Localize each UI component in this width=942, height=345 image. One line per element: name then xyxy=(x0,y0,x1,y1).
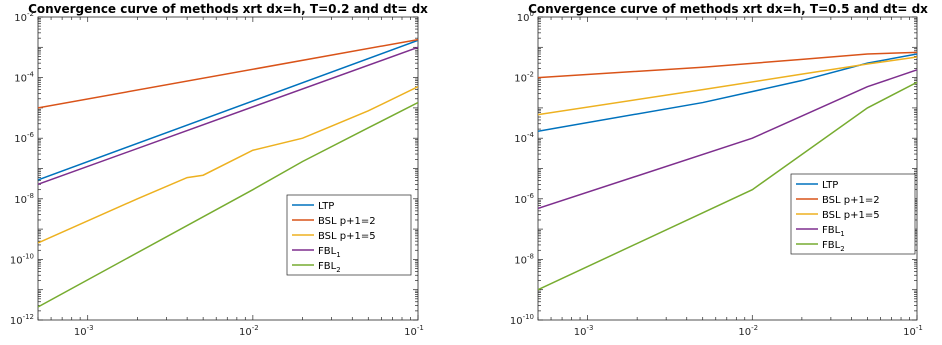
chart-panel-1: Convergence curve of methods xrt dx=h, T… xyxy=(10,2,428,338)
plot-area xyxy=(537,16,918,321)
y-tick-label: 10-4 xyxy=(14,71,34,85)
series-line-fbl2 xyxy=(538,81,917,291)
legend-entry: FBL1 xyxy=(318,246,341,259)
y-tick-label: 10-4 xyxy=(514,131,534,145)
legend-entry: FBL2 xyxy=(318,261,341,274)
series-line-fbl1 xyxy=(38,46,418,186)
x-tick-label: 10-1 xyxy=(404,324,424,338)
chart-panel-2: Convergence curve of methods xrt dx=h, T… xyxy=(510,2,928,338)
legend-entry: BSL p+1=2 xyxy=(822,195,880,206)
legend-entry: FBL1 xyxy=(822,225,845,238)
legend-entry: BSL p+1=5 xyxy=(318,231,376,242)
y-tick-label: 10-2 xyxy=(514,71,534,85)
series-line-ltp xyxy=(538,53,917,132)
y-tick-label: 100 xyxy=(517,10,534,24)
x-tick-label: 10-2 xyxy=(239,324,259,338)
x-tick-label: 10-1 xyxy=(903,324,923,338)
series-line-bsl-p-1-5 xyxy=(38,86,418,244)
x-tick-label: 10-3 xyxy=(74,324,94,338)
y-tick-label: 10-2 xyxy=(14,10,34,24)
y-tick-label: 10-6 xyxy=(14,131,34,145)
x-tick-label: 10-2 xyxy=(738,324,758,338)
legend: LTP BSL p+1=2 BSL p+1=5 FBL1 FBL2 xyxy=(790,173,916,255)
series-line-bsl-p-1-2 xyxy=(538,51,917,79)
series-line-bsl-p-1-5 xyxy=(538,56,917,116)
chart-title: Convergence curve of methods xrt dx=h, T… xyxy=(28,2,428,16)
series-line-ltp xyxy=(38,39,418,181)
series-line-bsl-p-1-2 xyxy=(38,38,418,109)
y-tick-label: 10-10 xyxy=(10,252,34,266)
legend-entry: LTP xyxy=(822,180,838,191)
y-tick-label: 10-8 xyxy=(14,192,34,206)
legend-entry: BSL p+1=5 xyxy=(822,210,880,221)
series-line-fbl1 xyxy=(538,69,917,210)
y-tick-label: 10-8 xyxy=(514,252,534,266)
chart-title: Convergence curve of methods xrt dx=h, T… xyxy=(528,2,928,16)
x-tick-label: 10-3 xyxy=(574,324,594,338)
y-tick-label: 10-12 xyxy=(10,313,34,327)
legend-entry: LTP xyxy=(318,201,334,212)
series-line-fbl2 xyxy=(38,101,418,308)
legend-entry: FBL2 xyxy=(822,240,845,253)
legend-entry: BSL p+1=2 xyxy=(318,216,376,227)
legend: LTP BSL p+1=2 BSL p+1=5 FBL1 FBL2 xyxy=(286,194,412,276)
y-tick-label: 10-10 xyxy=(510,313,534,327)
y-tick-label: 10-6 xyxy=(514,192,534,206)
